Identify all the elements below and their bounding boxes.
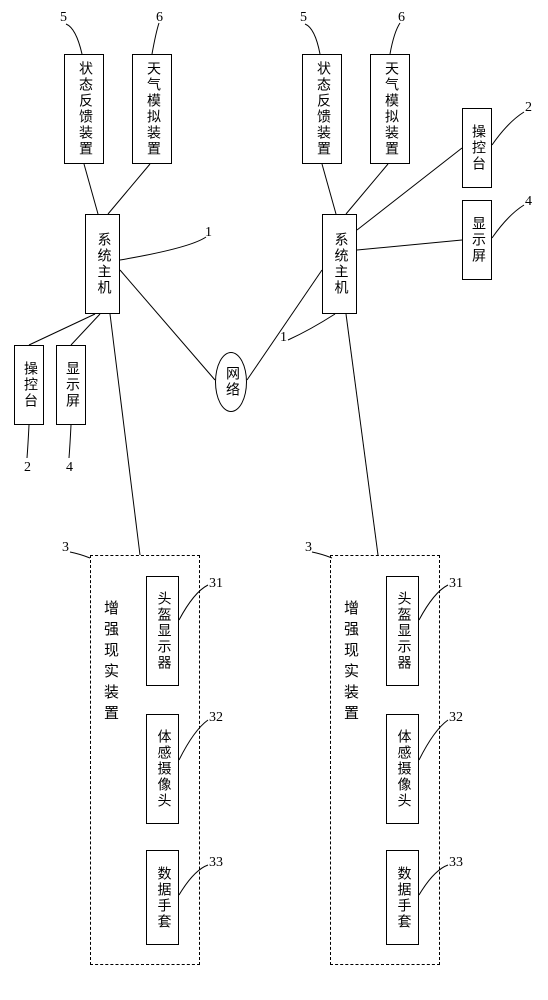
- num-31-left: 31: [209, 576, 223, 592]
- label: 体感摄像头: [393, 729, 413, 809]
- label: 体感摄像头: [153, 729, 173, 809]
- num-32-right: 32: [449, 710, 463, 726]
- num-2-right: 2: [525, 100, 532, 116]
- num-2-left: 2: [24, 460, 31, 476]
- label: 数据手套: [153, 866, 173, 930]
- label: 状态反馈装置: [74, 61, 94, 157]
- label: 头盔显示器: [393, 591, 413, 671]
- label: 系统主机: [93, 232, 113, 296]
- num-33-left: 33: [209, 855, 223, 871]
- num-6-left: 6: [156, 10, 163, 26]
- label: 操控台: [19, 361, 39, 409]
- motion-camera-box-right: 体感摄像头: [386, 714, 419, 824]
- num-3-right: 3: [305, 540, 312, 556]
- label: 状态反馈装置: [312, 61, 332, 157]
- num-6-right: 6: [398, 10, 405, 26]
- label: 显示屏: [467, 216, 487, 264]
- system-host-box-right: 系统主机: [322, 214, 357, 314]
- network-label: 网络: [221, 366, 241, 398]
- label: 系统主机: [330, 232, 350, 296]
- label: 头盔显示器: [153, 591, 173, 671]
- label: 天气模拟装置: [380, 61, 400, 157]
- label: 操控台: [467, 124, 487, 172]
- num-5-left: 5: [60, 10, 67, 26]
- num-31-right: 31: [449, 576, 463, 592]
- label: 天气模拟装置: [142, 61, 162, 157]
- weather-sim-box-right: 天气模拟装置: [370, 54, 410, 164]
- status-feedback-box-left: 状态反馈装置: [64, 54, 104, 164]
- display-box-right: 显示屏: [462, 200, 492, 280]
- num-5-right: 5: [300, 10, 307, 26]
- helmet-display-box-left: 头盔显示器: [146, 576, 179, 686]
- num-32-left: 32: [209, 710, 223, 726]
- num-4-right: 4: [525, 194, 532, 210]
- data-glove-box-left: 数据手套: [146, 850, 179, 945]
- ar-title-right: 增强现实装置: [340, 600, 361, 726]
- console-box-left: 操控台: [14, 345, 44, 425]
- num-1-left: 1: [205, 225, 212, 241]
- num-1-right: 1: [280, 330, 287, 346]
- label: 显示屏: [61, 361, 81, 409]
- motion-camera-box-left: 体感摄像头: [146, 714, 179, 824]
- num-33-right: 33: [449, 855, 463, 871]
- label: 数据手套: [393, 866, 413, 930]
- ar-title-left: 增强现实装置: [100, 600, 121, 726]
- network-oval: 网络: [215, 352, 247, 412]
- weather-sim-box-left: 天气模拟装置: [132, 54, 172, 164]
- system-host-box-left: 系统主机: [85, 214, 120, 314]
- display-box-left: 显示屏: [56, 345, 86, 425]
- data-glove-box-right: 数据手套: [386, 850, 419, 945]
- num-4-left: 4: [66, 460, 73, 476]
- console-box-right: 操控台: [462, 108, 492, 188]
- num-3-left: 3: [62, 540, 69, 556]
- status-feedback-box-right: 状态反馈装置: [302, 54, 342, 164]
- helmet-display-box-right: 头盔显示器: [386, 576, 419, 686]
